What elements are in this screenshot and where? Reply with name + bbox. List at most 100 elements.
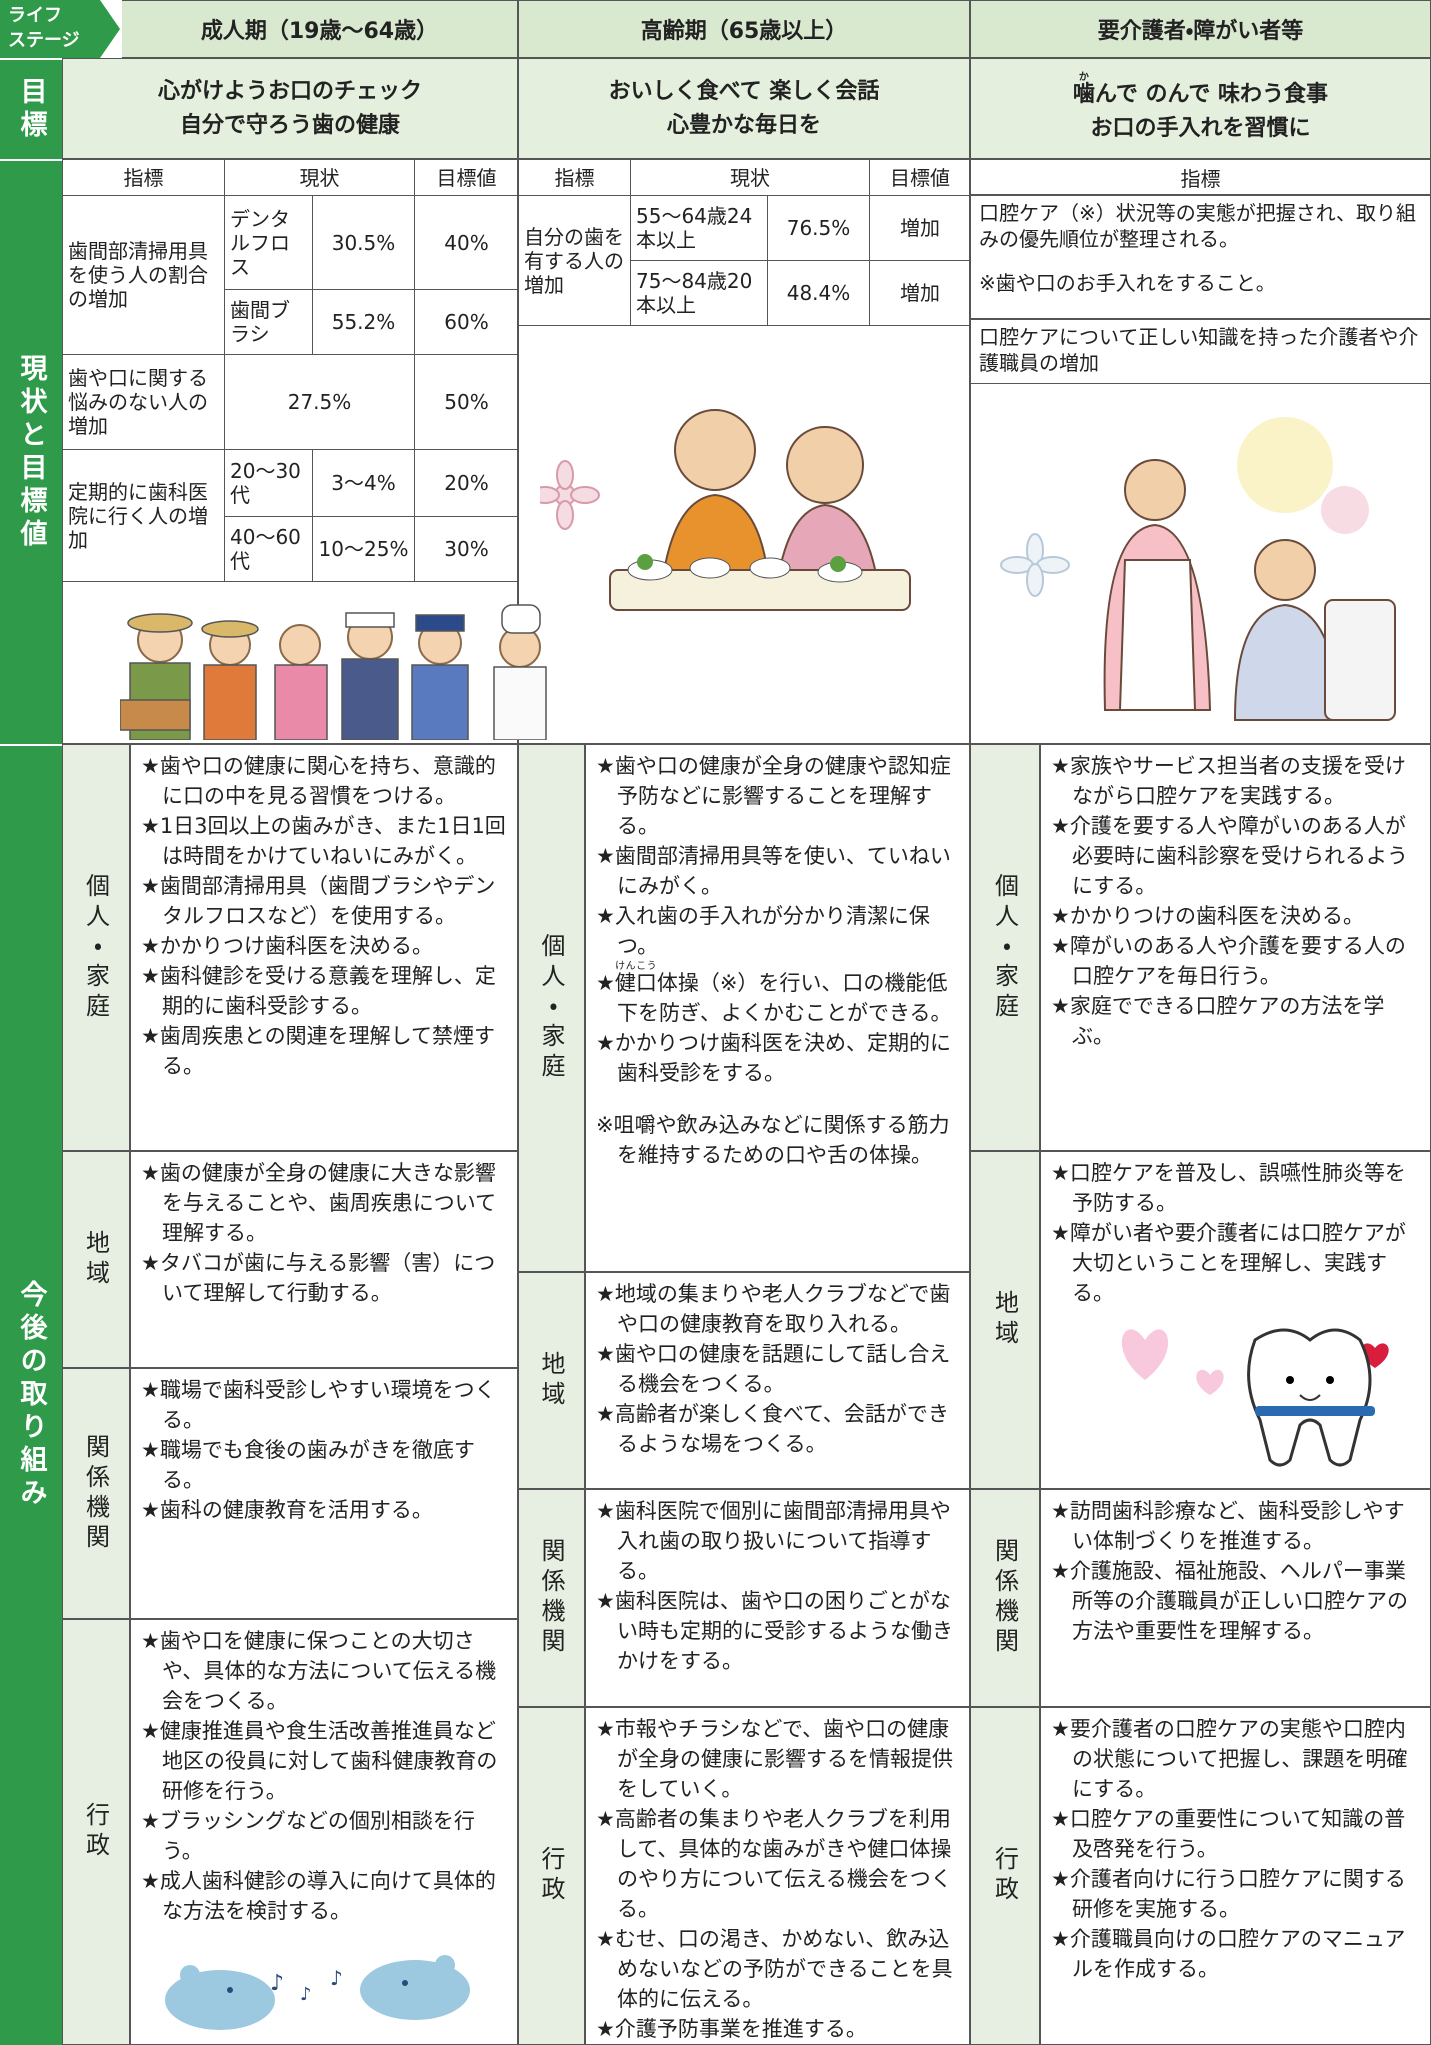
status-row: 75～84歳20本以上 48.4% 増加: [519, 260, 971, 326]
action-item: ★歯や口の健康が全身の健康や認知症予防などに影響することを理解する。: [596, 754, 951, 838]
action-item: ★歯間部清掃用具等を使い、ていねいにみがく。: [596, 844, 951, 898]
status-cell: 76.5%: [767, 195, 870, 261]
goal-line: おいしく食べて 楽しく会話: [608, 78, 880, 104]
action-label: 関係機関: [62, 1368, 130, 1619]
action-item: ★入れ歯の手入れが分かり清潔に保つ。: [596, 904, 930, 958]
action-item: ★成人歯科健診の導入に向けて具体的な方法を検討する。: [141, 1869, 496, 1923]
status-row: 自分の歯を有する人の増加 55～64歳24本以上 76.5% 増加: [518, 195, 971, 326]
status-cell: 歯や口に関する悩みのない人の増加: [62, 354, 225, 450]
status-table: 指標 現状 目標値 歯間部清掃用具を使う人の割合の増加 デンタルフロス 30.5% 40% 歯…: [62, 159, 519, 582]
action-item: ★家族やサービス担当者の支援を受けながら口腔ケアを実践する。: [1051, 754, 1406, 808]
action-label-text: 地域: [990, 1290, 1019, 1350]
status-row: 40～60代 10～25% 30%: [63, 516, 519, 582]
life-stage-tag: ライフ ステージ: [0, 0, 122, 58]
action-text: ★地域の集まりや老人クラブなどで歯や口の健康教育を取り入れる。 ★歯や口の健康を話…: [585, 1272, 970, 1489]
status-cell: 20%: [414, 449, 519, 517]
status-row: 歯間ブラシ 55.2% 60%: [63, 289, 519, 355]
action-label: 個人・家庭: [970, 744, 1040, 1151]
status-cell: 歯間ブラシ: [224, 289, 313, 355]
action-item: ★介護を要する人や障がいのある人が必要時に歯科診察を受けられるようにする。: [1051, 814, 1408, 898]
action-label: 関係機関: [518, 1489, 585, 1707]
status-cell: 40%: [414, 195, 519, 290]
action-label: 地域: [518, 1272, 585, 1489]
status-cell: 55～64歳24本以上: [630, 195, 768, 261]
row-label: 今後の取り組み: [0, 744, 62, 2045]
ruby-base: 健口: [614, 971, 657, 995]
action-item: ★かかりつけ歯科医を決める。: [141, 934, 434, 958]
action-item: ★1日3回以上の歯みがき、また1日1回は時間をかけていねいにみがく。: [141, 814, 506, 868]
row-label-text: 今後の取り組み: [15, 1280, 47, 1511]
action-label: 個人・家庭: [62, 744, 130, 1151]
tooth-illustration: [1121, 1328, 1389, 1467]
status-cell: 歯間部清掃用具を使う人の割合の増加: [62, 195, 225, 355]
action-text: ★歯や口を健康に保つことの大切さや、具体的な方法について伝える機会をつくる。 ★健…: [130, 1619, 518, 2045]
action-text: ★口腔ケアを普及し、誤嚥性肺炎等を予防する。 ★障がい者や要介護者には口腔ケアが大…: [1040, 1151, 1431, 1489]
action-label: 行政: [518, 1707, 585, 2045]
status-row: 指標 現状 目標値: [518, 159, 971, 196]
action-item: ★介護職員向けの口腔ケアのマニュアルを作成する。: [1051, 1927, 1406, 1981]
action-text: ★歯科医院で個別に歯間部清掃用具や入れ歯の取り扱いについて指導する。 ★歯科医院は…: [585, 1489, 970, 1707]
action-item: ★歯や口の健康を話題にして話し合える機会をつくる。: [596, 1342, 951, 1396]
status-cell: 60%: [414, 289, 519, 355]
status-cell: 現状: [224, 159, 415, 196]
action-item: ★歯科医院は、歯や口の困りごとがない時も定期的に受診するような働きかけをする。: [596, 1589, 953, 1673]
stage-title-text: 要介護者・障がい者等: [1097, 19, 1304, 44]
action-label-text: 関係機関: [537, 1538, 565, 1658]
status-cell: 50%: [414, 354, 519, 450]
stage-goal: 噛かんで のんで 味わう食事 お口の手入れを習慣に: [970, 58, 1431, 159]
action-item: ★タバコが歯に与える影響（害）について理解して行動する。: [141, 1251, 496, 1305]
action-item: ★介護施設、福祉施設、ヘルパー事業所等の介護職員が正しい口腔ケアの方法や重要性を…: [1051, 1559, 1408, 1643]
action-label-text: 関係機関: [81, 1433, 110, 1554]
ruby-base: 噛: [1072, 81, 1095, 107]
action-item: ★口腔ケアの重要性について知識の普及啓発を行う。: [1051, 1807, 1406, 1861]
goal-line: 心豊かな毎日を: [666, 112, 821, 138]
stage-title: 成人期（19歳～64歳）: [122, 0, 518, 58]
action-label-text: 個人・家庭: [990, 872, 1019, 1023]
action-label: 関係機関: [970, 1489, 1040, 1707]
action-item: ★高齢者の集まりや老人クラブを利用して、具体的な歯みがきや健口体操のやり方につい…: [596, 1807, 952, 1921]
action-label-text: 地域: [537, 1350, 565, 1411]
ruby-reading: けんこう: [614, 961, 657, 972]
action-text: ★歯の健康が全身の健康に大きな影響を与えることや、歯周疾患について理解する。 ★タ…: [130, 1151, 518, 1368]
note-line: 口腔ケアについて正しい知識を持った介護者や介護職員の増加: [979, 325, 1419, 375]
stage-title: 高齢期（65歳以上）: [518, 0, 970, 58]
action-label: 行政: [62, 1619, 130, 2045]
goal-line: お口の手入れを習慣に: [1090, 115, 1311, 141]
ruby-text: 噛か: [1072, 72, 1095, 107]
status-cell: 27.5%: [224, 354, 415, 450]
action-text: ★職場で歯科受診しやすい環境をつくる。 ★職場でも食後の歯みがきを徹底する。 ★歯科…: [130, 1368, 518, 1619]
status-note: 口腔ケア（※）状況等の実態が把握され、取り組みの優先順位が整理される。 ※歯や口の…: [970, 195, 1431, 319]
action-item: ★職場で歯科受診しやすい環境をつくる。: [141, 1378, 496, 1432]
stage-title-text: 高齢期（65歳以上）: [640, 19, 848, 44]
action-label-text: 個人・家庭: [537, 933, 565, 1083]
stage-title: 要介護者・障がい者等: [970, 0, 1431, 58]
status-cell: 増加: [869, 260, 971, 326]
status-cell: デンタルフロス: [224, 195, 313, 290]
action-text: ★歯や口の健康が全身の健康や認知症予防などに影響することを理解する。 ★歯間部清掃…: [585, 744, 970, 1272]
goal-line: 心がけようお口のチェック: [157, 78, 422, 104]
status-cell: 現状: [630, 159, 870, 196]
status-cell: 40～60代: [224, 516, 313, 582]
action-label-text: 個人・家庭: [81, 872, 110, 1023]
status-cell: 20～30代: [224, 449, 313, 517]
action-item: ★介護者向けに行う口腔ケアに関する研修を実施する。: [1051, 1867, 1406, 1921]
action-label: 地域: [970, 1151, 1040, 1489]
action-item: ★市報やチラシなどで、歯や口の健康が全身の健康に影響するを情報提供をしていく。: [596, 1717, 953, 1801]
action-label-text: 関係機関: [990, 1538, 1019, 1658]
goal-line: 自分で守ろう歯の健康: [179, 112, 400, 138]
status-row: 指標 現状 目標値: [62, 159, 519, 196]
status-cell: 55.2%: [312, 289, 415, 355]
action-label-text: 行政: [81, 1802, 110, 1862]
status-header: 指標: [970, 159, 1431, 195]
status-cell: 10～25%: [312, 516, 415, 582]
status-note: 口腔ケアについて正しい知識を持った介護者や介護職員の増加: [970, 319, 1431, 384]
ruby-text: 健口けんこう: [614, 961, 657, 995]
action-label-text: 行政: [537, 1846, 565, 1906]
caregiver-illustration: [1000, 417, 1396, 721]
action-item: ★ブラッシングなどの個別相談を行う。: [141, 1809, 475, 1863]
action-item: ★障がいのある人や介護を要する人の口腔ケアを毎日行う。: [1051, 934, 1406, 988]
status-header-text: 指標: [1180, 166, 1221, 191]
action-text: ★訪問歯科診療など、歯科受診しやすい体制づくりを推進する。 ★介護施設、福祉施設、…: [1040, 1489, 1431, 1707]
